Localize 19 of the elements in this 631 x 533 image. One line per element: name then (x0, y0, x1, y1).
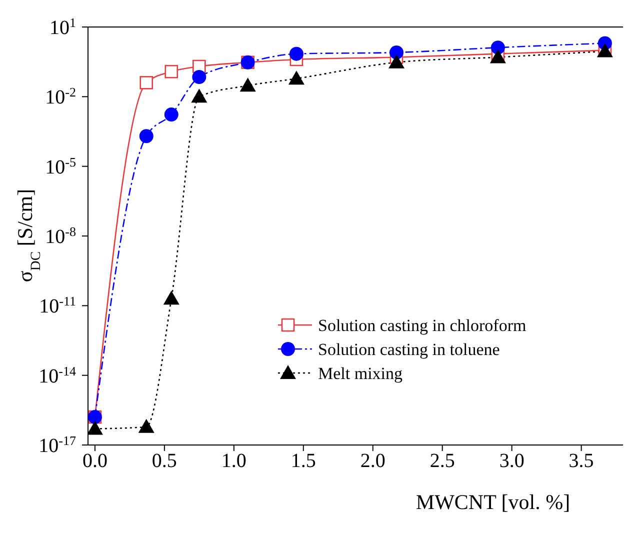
y-tick-label: 10$^{-2}$ (45, 84, 76, 109)
y-tick-label: 10$^{-17}$ (38, 432, 76, 457)
legend-label: Solution casting in chloroform (318, 316, 526, 335)
x-tick-label: 3.5 (568, 450, 594, 472)
x-axis-title: MWCNT [vol. %] (416, 490, 570, 514)
x-tick-label: 2.0 (360, 450, 386, 472)
x-tick-label: 3.0 (499, 450, 524, 472)
legend-label: Solution casting in toluene (318, 340, 500, 359)
x-tick-label: 0.5 (152, 450, 177, 472)
y-tick-label: 10$^{1}$ (50, 14, 76, 39)
y-tick-label: 10$^{-8}$ (45, 224, 76, 248)
legend-label: Melt mixing (318, 364, 404, 383)
y-tick-label: 10$^{-5}$ (45, 154, 76, 178)
x-tick-label: 2.5 (430, 450, 455, 472)
x-tick-label: 1.0 (221, 450, 246, 472)
y-tick-label: 10$^{-14}$ (38, 362, 76, 388)
y-tick-label: 10$^{-11}$ (39, 293, 76, 318)
x-tick-label: 1.5 (290, 450, 316, 472)
x-tick-label: 0.0 (82, 450, 108, 472)
